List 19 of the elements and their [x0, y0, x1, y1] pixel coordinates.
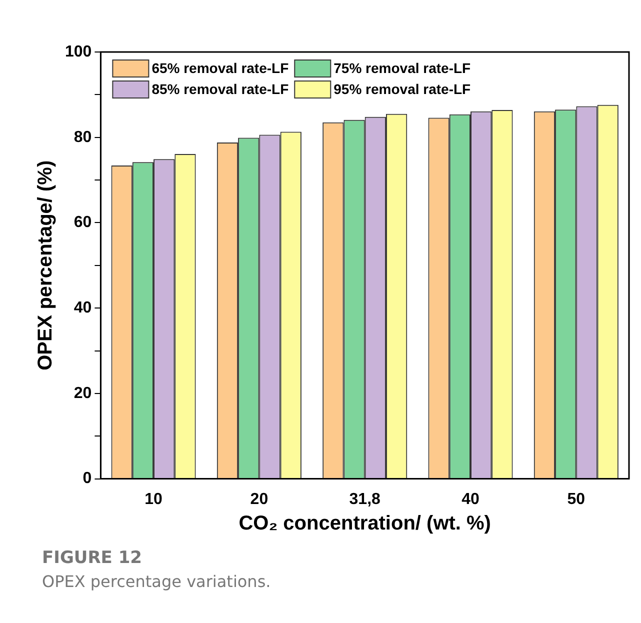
y-tick-label: 20: [74, 384, 92, 402]
y-tick-label: 60: [74, 214, 92, 232]
x-axis-title: CO₂ concentration/ (wt. %): [238, 512, 491, 535]
caption: FIGURE 12: [42, 548, 143, 568]
x-tick-label: 31,8: [349, 490, 381, 508]
y-tick-label: 80: [74, 128, 92, 146]
legend-label: 75% removal rate-LF: [334, 60, 472, 76]
x-tick-label: 20: [250, 490, 268, 508]
legend-label: 95% removal rate-LF: [334, 80, 472, 97]
text: OPEX percentage variations.: [42, 572, 271, 591]
legend-label: 65% removal rate-LF: [152, 60, 290, 76]
x-tick-label: 40: [462, 490, 480, 508]
y-tick-label: 100: [64, 43, 92, 60]
y-axis-title: OPEX percentage/ (%): [34, 160, 57, 370]
x-tick-label: 10: [144, 490, 163, 508]
y-tick-label: 0: [82, 470, 92, 488]
x-tick-label: 50: [567, 490, 586, 508]
legend-label: 85% removal rate-LF: [152, 80, 290, 97]
y-tick-label: 40: [74, 299, 92, 316]
